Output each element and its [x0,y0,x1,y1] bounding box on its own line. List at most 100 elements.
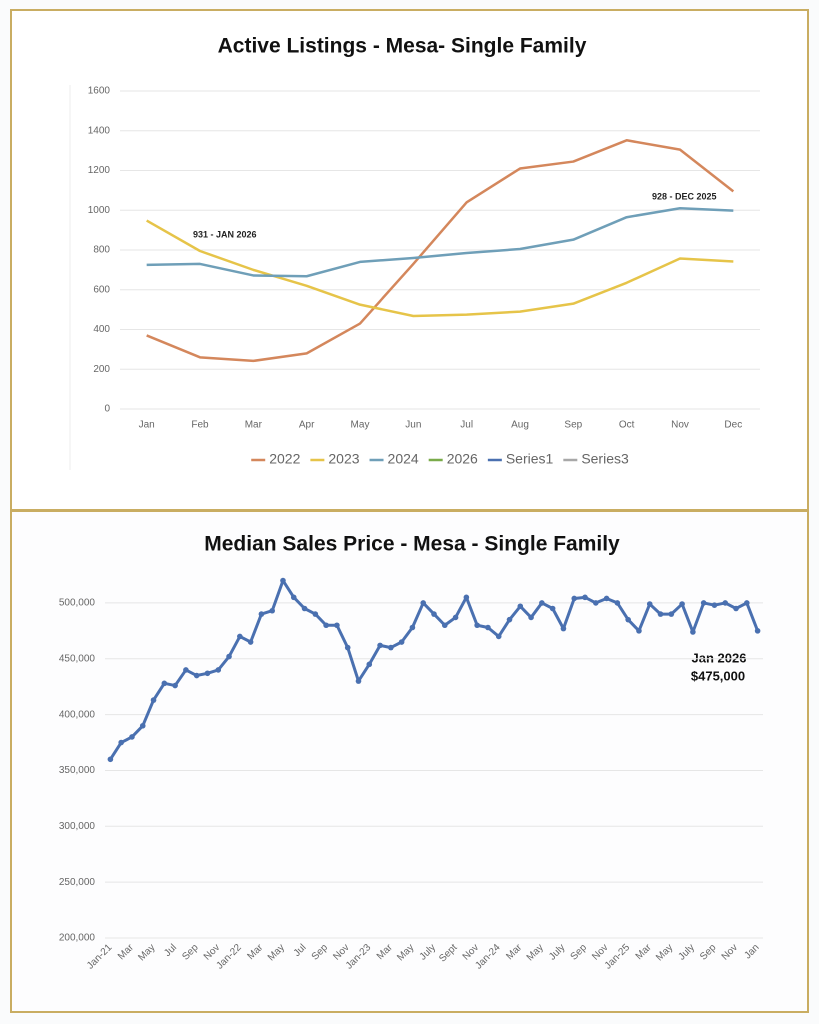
point [388,644,394,651]
series-line [146,139,735,363]
point [377,642,383,649]
point [603,595,610,602]
point [700,600,707,606]
legend-label: 2023 [328,451,359,467]
x-tick-label: May [351,420,370,431]
panel [10,510,809,1013]
legend-label: 2024 [388,451,419,467]
point [139,722,146,729]
y-tick-label: 1200 [88,165,111,176]
series-line [146,219,734,318]
point [517,603,524,610]
y-tick-label: 600 [93,284,110,295]
y-tick-label: 350,000 [59,765,96,776]
point [129,734,135,740]
point [161,680,168,687]
x-tick-label: Jan [139,420,155,431]
point [409,624,416,631]
point [614,600,621,606]
point [452,614,459,621]
x-tick-label: Dec [724,420,742,431]
point [150,697,157,703]
point [571,595,578,602]
point [690,629,696,635]
x-tick-label: Feb [191,420,209,431]
y-tick-label: 450,000 [59,653,96,664]
x-tick-label: Jul [460,420,473,431]
x-tick-label: Oct [619,420,635,431]
point [657,611,664,617]
annotation: 928 - DEC 2025 [652,191,717,201]
y-tick-label: 1600 [88,86,111,97]
point [711,602,718,608]
y-tick-label: 800 [93,245,110,256]
legend-label: Series3 [581,451,629,467]
point [247,639,254,645]
point [549,605,556,612]
y-tick-label: 200,000 [59,933,96,944]
point [355,678,362,684]
point [495,633,502,640]
point [183,667,189,673]
point [237,633,243,640]
point [172,682,178,689]
point [107,756,114,763]
y-tick-label: 400,000 [59,709,96,720]
point [280,577,286,584]
point [560,625,567,632]
point [323,622,329,629]
point [226,653,232,660]
x-tick-label: Apr [299,420,315,431]
y-tick-label: 400 [93,324,110,335]
y-tick-label: 300,000 [59,821,96,832]
point [301,605,308,612]
y-tick-label: 1400 [88,125,111,136]
point [506,616,513,623]
x-tick-label: Jun [405,420,421,431]
point [204,670,211,677]
y-tick-label: 500,000 [59,598,96,609]
point [431,611,437,617]
point [366,661,373,668]
point [485,624,491,631]
point [420,600,427,606]
point [636,628,642,634]
point [722,600,729,606]
x-tick-label: Aug [511,420,529,431]
point [269,607,275,614]
point [290,594,297,601]
chart-title: Active Listings - Mesa- Single Family [218,35,587,58]
point [398,639,405,645]
point [312,611,319,617]
point [754,628,761,634]
y-tick-label: 200 [93,364,110,375]
point [539,600,545,606]
y-tick-label: 250,000 [59,877,96,888]
legend-label: 2022 [269,451,300,467]
annotation: 931 - JAN 2026 [193,229,257,239]
annotation: Jan 2026 [692,650,747,665]
point [744,600,750,606]
annotation: $475,000 [691,668,745,683]
point [668,611,675,617]
point [463,594,470,601]
point [646,601,653,607]
point [193,672,200,679]
series-line [146,207,734,278]
point [215,667,222,673]
point [625,616,631,623]
legend-label: 2026 [447,451,478,467]
point [679,601,685,607]
point [344,644,351,651]
point [334,622,340,629]
x-tick-label: Mar [245,420,263,431]
x-tick-label: Nov [671,420,689,431]
chart-title: Median Sales Price - Mesa - Single Famil… [204,533,620,556]
legend-label: Series1 [506,451,554,467]
point [118,739,124,746]
point [258,611,265,617]
point [528,614,534,621]
point [474,622,480,629]
point [582,594,588,601]
